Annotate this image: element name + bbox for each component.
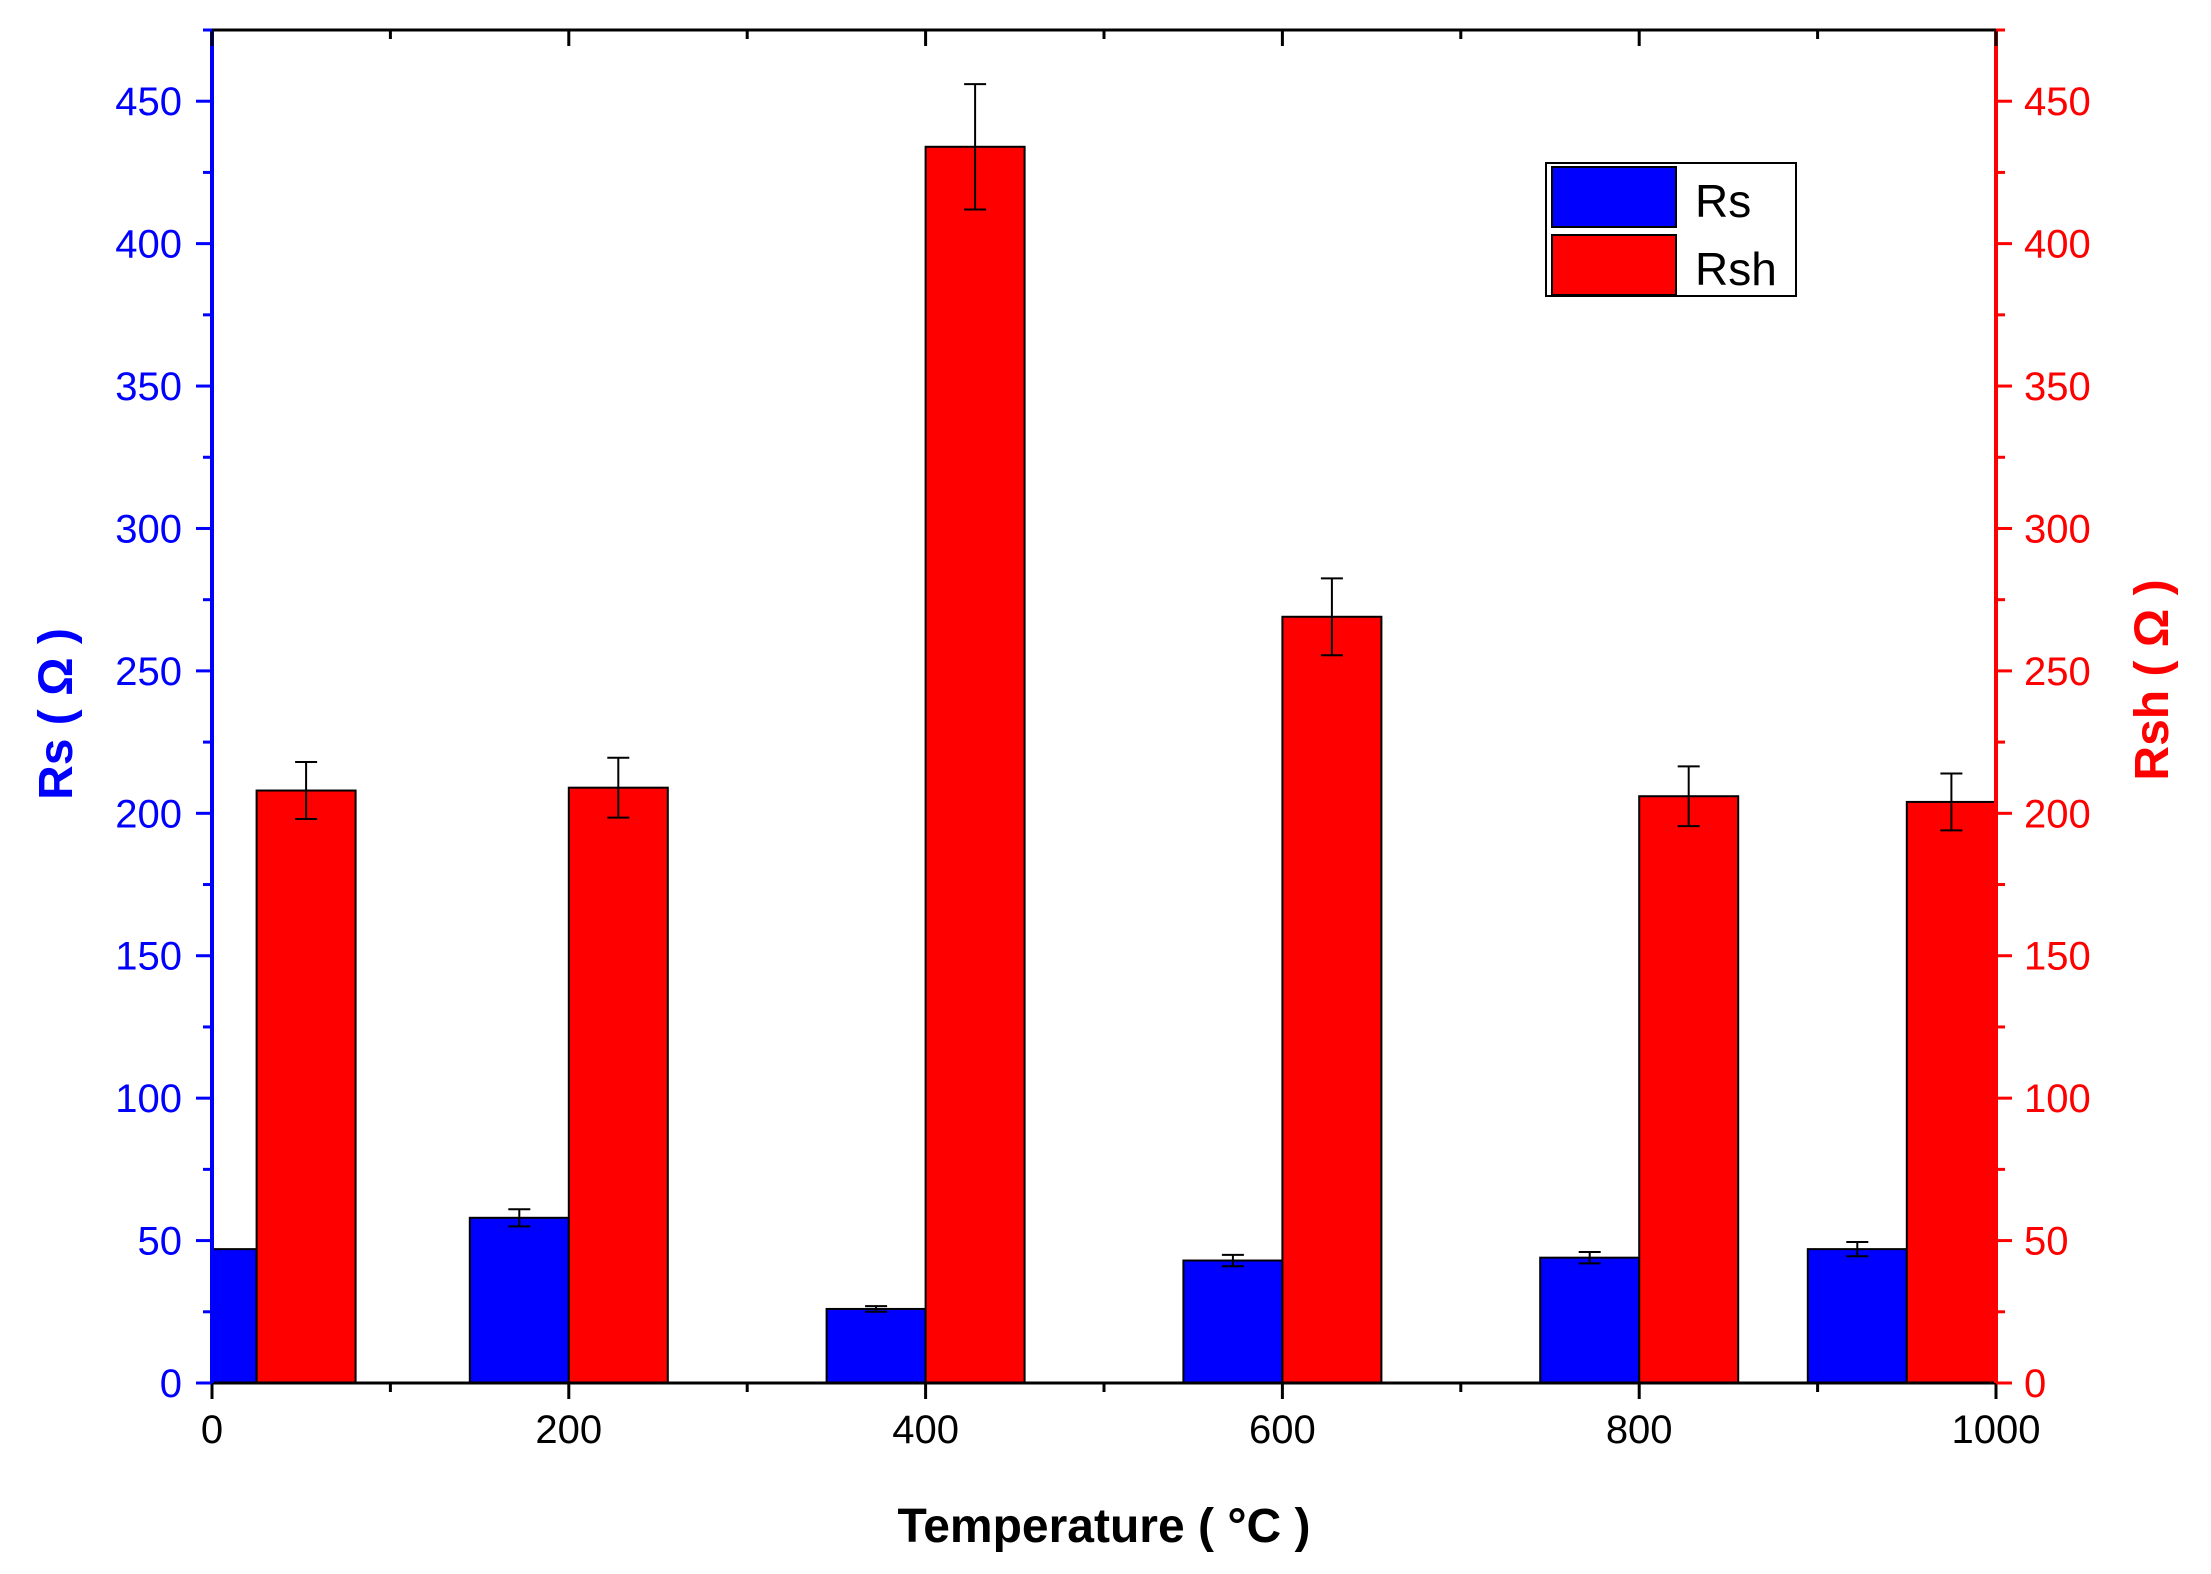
x-tick-label: 600 — [1249, 1408, 1316, 1452]
y-right-tick-label: 100 — [2024, 1077, 2091, 1121]
error-bars-layer — [295, 83, 1963, 1313]
bar-rsh-2 — [924, 145, 1026, 1384]
y-right-tick-label: 400 — [2024, 223, 2091, 267]
x-tick-label: 1000 — [1952, 1408, 2041, 1452]
bars-layer — [211, 145, 1998, 1385]
legend-swatch-rsh — [1551, 234, 1677, 296]
legend-label-rsh: Rsh — [1695, 243, 1777, 295]
bar-rsh-0 — [255, 789, 357, 1384]
y-right-tick-label: 50 — [2024, 1220, 2069, 1264]
y-left-tick-label: 200 — [115, 792, 182, 836]
y-right-tick-label: 0 — [2024, 1362, 2046, 1406]
legend: Rs Rsh — [1545, 162, 1797, 297]
y-right-tick-label: 350 — [2024, 365, 2091, 409]
legend-swatch-rs — [1551, 166, 1677, 228]
x-tick-label: 400 — [892, 1408, 959, 1452]
y-right-tick-label: 450 — [2024, 80, 2091, 124]
right-axis-title: Rsh ( Ω ) — [2126, 579, 2179, 780]
y-left-tick-label: 400 — [115, 223, 182, 267]
bar-rs-1 — [468, 1216, 570, 1385]
bar-rs-3 — [1182, 1259, 1284, 1385]
y-left-tick-label: 150 — [115, 935, 182, 979]
y-right-tick-label: 250 — [2024, 650, 2091, 694]
bar-rsh-4 — [1638, 795, 1740, 1384]
y-left-tick-label: 250 — [115, 650, 182, 694]
bar-rsh-5 — [1905, 800, 1998, 1384]
bar-rsh-3 — [1281, 615, 1383, 1384]
y-left-tick-label: 0 — [160, 1362, 182, 1406]
bar-rsh-1 — [567, 786, 669, 1384]
y-right-tick-label: 150 — [2024, 935, 2091, 979]
bar-rs-5 — [1806, 1248, 1908, 1385]
x-tick-label: 200 — [535, 1408, 602, 1452]
x-axis-title: Temperature ( °C ) — [897, 1500, 1310, 1553]
axes-layer — [196, 28, 2012, 1399]
bar-rs-2 — [825, 1307, 927, 1384]
y-left-tick-label: 50 — [138, 1220, 183, 1264]
y-left-tick-label: 100 — [115, 1077, 182, 1121]
y-right-tick-label: 300 — [2024, 507, 2091, 551]
x-tick-label: 800 — [1606, 1408, 1673, 1452]
legend-label-rs: Rs — [1695, 175, 1751, 227]
y-left-tick-label: 450 — [115, 80, 182, 124]
y-left-tick-label: 350 — [115, 365, 182, 409]
left-axis-title: Rs ( Ω ) — [30, 628, 83, 800]
y-left-tick-label: 300 — [115, 507, 182, 551]
bar-rs-4 — [1539, 1256, 1641, 1384]
tick-labels-layer: 0 200 400 600 800 100005010015020025030035040… — [115, 80, 2091, 1452]
y-right-tick-label: 200 — [2024, 792, 2091, 836]
x-tick-label: 0 — [201, 1408, 223, 1452]
bar-rs-0 — [211, 1248, 258, 1385]
